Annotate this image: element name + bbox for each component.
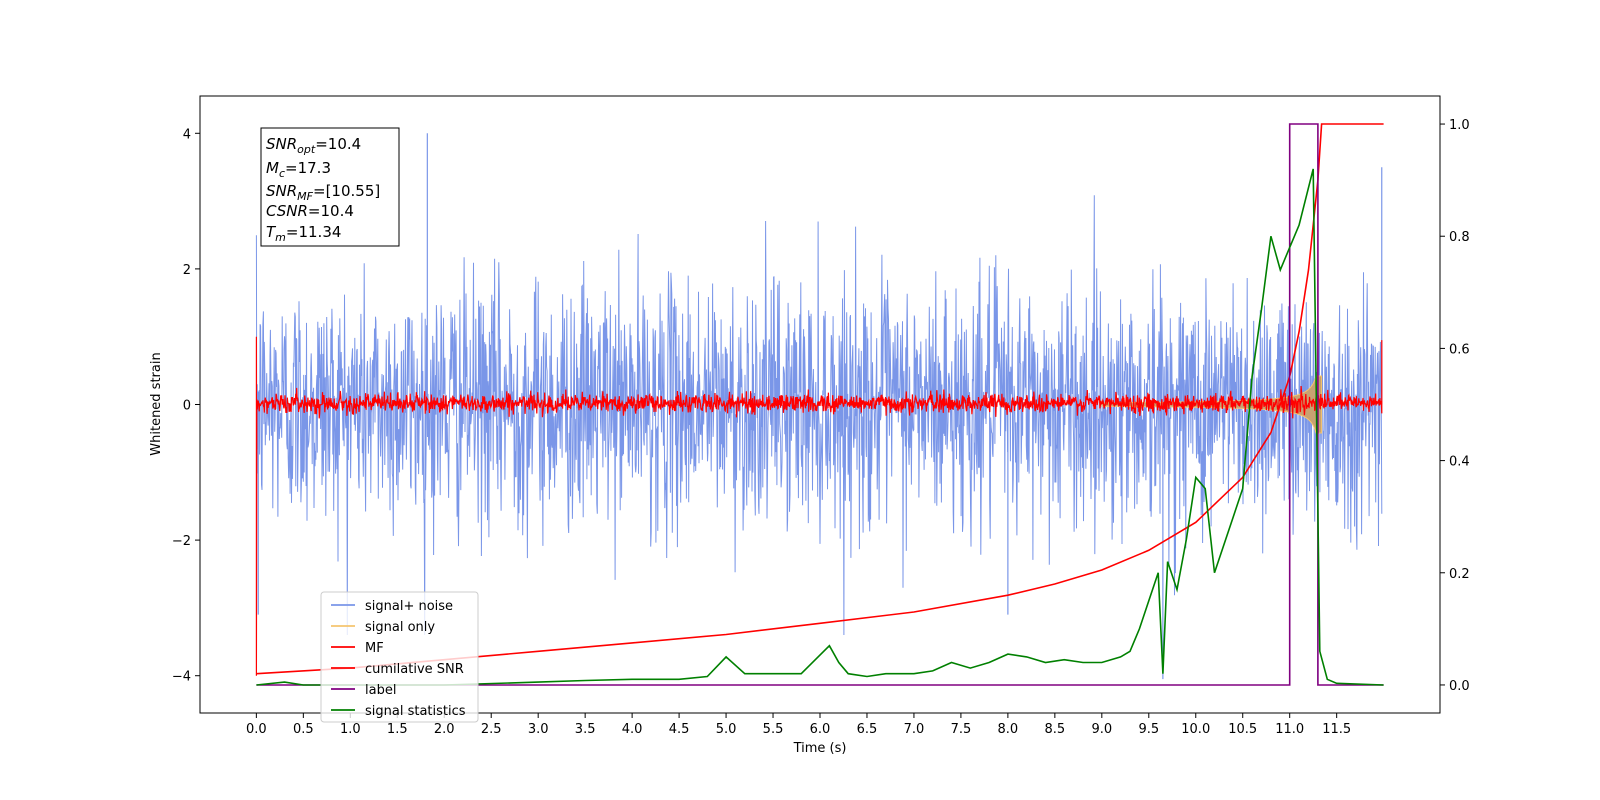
x-tick-label: 11.5: [1322, 722, 1351, 737]
y2-tick-label: 0.8: [1449, 230, 1470, 245]
info-mc: Mc=17.3: [266, 159, 331, 180]
x-tick-label: 4.5: [669, 722, 690, 737]
x-tick-label: 8.5: [1045, 722, 1066, 737]
x-tick-label: 0.5: [293, 722, 314, 737]
legend: signal+ noise signal only MF cumilative SNR…: [320, 591, 479, 723]
x-tick-label: 10.5: [1228, 722, 1257, 737]
series-signal-statistics: [256, 168, 1384, 686]
legend-label: signal+ noise: [365, 599, 453, 614]
x-tick-label: 1.5: [387, 722, 408, 737]
x-tick-label: 10.0: [1181, 722, 1210, 737]
x-tick-label: 6.5: [857, 722, 878, 737]
plot-data: [255, 123, 1384, 686]
y-tick-label: 4: [183, 127, 191, 142]
x-tick-label: 3.0: [528, 722, 549, 737]
x-tick-label: 3.5: [575, 722, 596, 737]
x-axis-label: Time (s): [793, 741, 847, 756]
x-tick-label: 1.0: [340, 722, 361, 737]
legend-label: MF: [365, 641, 384, 656]
series-mf: [255, 336, 1383, 676]
x-tick-label: 9.0: [1091, 722, 1112, 737]
legend-label: signal statistics: [365, 704, 466, 719]
y2-tick-label: 0.6: [1449, 342, 1470, 357]
series-label: [256, 123, 1384, 686]
y-tick-label: 0: [183, 399, 191, 414]
x-tick-label: 8.0: [998, 722, 1019, 737]
legend-label: cumilative SNR: [365, 662, 464, 677]
y-tick-label: −2: [172, 534, 191, 549]
x-tick-label: 7.0: [904, 722, 925, 737]
legend-label: label: [365, 683, 396, 698]
x-tick-label: 2.5: [481, 722, 502, 737]
y2-tick-label: 0.2: [1449, 567, 1470, 582]
series-signal-noise: [255, 195, 1383, 636]
x-tick-label: 11.0: [1275, 722, 1304, 737]
y2-tick-label: 0.0: [1449, 679, 1470, 694]
x-tick-label: 6.0: [810, 722, 831, 737]
y-axis-left: 4 2 0 −2 −4: [172, 127, 200, 685]
y-tick-label: −4: [172, 670, 191, 685]
y2-tick-label: 0.4: [1449, 455, 1470, 470]
x-tick-label: 7.5: [951, 722, 972, 737]
x-tick-label: 0.0: [246, 722, 267, 737]
x-tick-label: 4.0: [622, 722, 643, 737]
info-box: SNRopt=10.4 Mc=17.3 SNRMF=[10.55] CSNR=1…: [260, 127, 400, 247]
legend-label: signal only: [365, 620, 435, 635]
x-tick-label: 5.0: [716, 722, 737, 737]
info-csnr: CSNR=10.4: [266, 202, 354, 220]
y-tick-label: 2: [183, 263, 191, 278]
y-axis-label: Whitened strain: [149, 352, 164, 455]
info-snr-opt: SNRopt=10.4: [266, 135, 361, 156]
x-tick-label: 9.5: [1138, 722, 1159, 737]
y2-tick-label: 1.0: [1449, 118, 1470, 133]
info-snr-mf: SNRMF=[10.55]: [266, 182, 380, 203]
y-axis-right: 1.0 0.8 0.6 0.4 0.2 0.0: [1440, 118, 1470, 694]
x-tick-label: 2.0: [434, 722, 455, 737]
x-tick-label: 5.5: [763, 722, 784, 737]
info-tm: Tm=11.34: [266, 223, 341, 244]
